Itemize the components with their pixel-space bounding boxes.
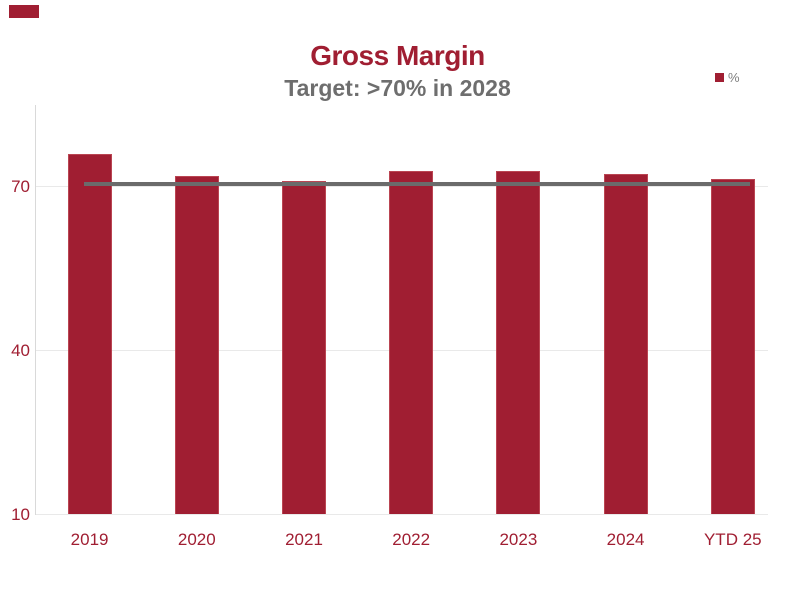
y-axis-line bbox=[35, 105, 36, 515]
x-label-2024: 2024 bbox=[606, 530, 645, 549]
legend: % bbox=[715, 70, 740, 85]
y-tick-label-40: 40 bbox=[11, 340, 30, 360]
bar-2020 bbox=[174, 175, 219, 515]
legend-label: % bbox=[728, 70, 740, 85]
bar-2022 bbox=[389, 170, 434, 515]
x-label-2019: 2019 bbox=[70, 530, 109, 549]
y-tick-label-10: 10 bbox=[11, 504, 30, 524]
legend-marker-icon bbox=[715, 73, 724, 82]
x-label-ytd-25: YTD 25 bbox=[703, 530, 762, 549]
x-label-2023: 2023 bbox=[499, 530, 538, 549]
bar-2021 bbox=[282, 181, 326, 515]
bar-2024 bbox=[603, 174, 648, 515]
chart-subtitle: Target: >70% in 2028 bbox=[284, 75, 511, 101]
x-label-2020: 2020 bbox=[177, 530, 216, 549]
bar-2023 bbox=[496, 170, 541, 515]
gridline-10 bbox=[35, 514, 768, 515]
x-label-2021: 2021 bbox=[285, 530, 323, 549]
corner-accent bbox=[9, 5, 39, 18]
bar-2019 bbox=[67, 154, 112, 515]
x-label-2022: 2022 bbox=[392, 530, 431, 549]
y-tick-label-70: 70 bbox=[11, 176, 30, 196]
chart-title: Gross Margin bbox=[310, 40, 485, 71]
bar-ytd-25 bbox=[710, 178, 755, 515]
target-line bbox=[84, 182, 750, 187]
